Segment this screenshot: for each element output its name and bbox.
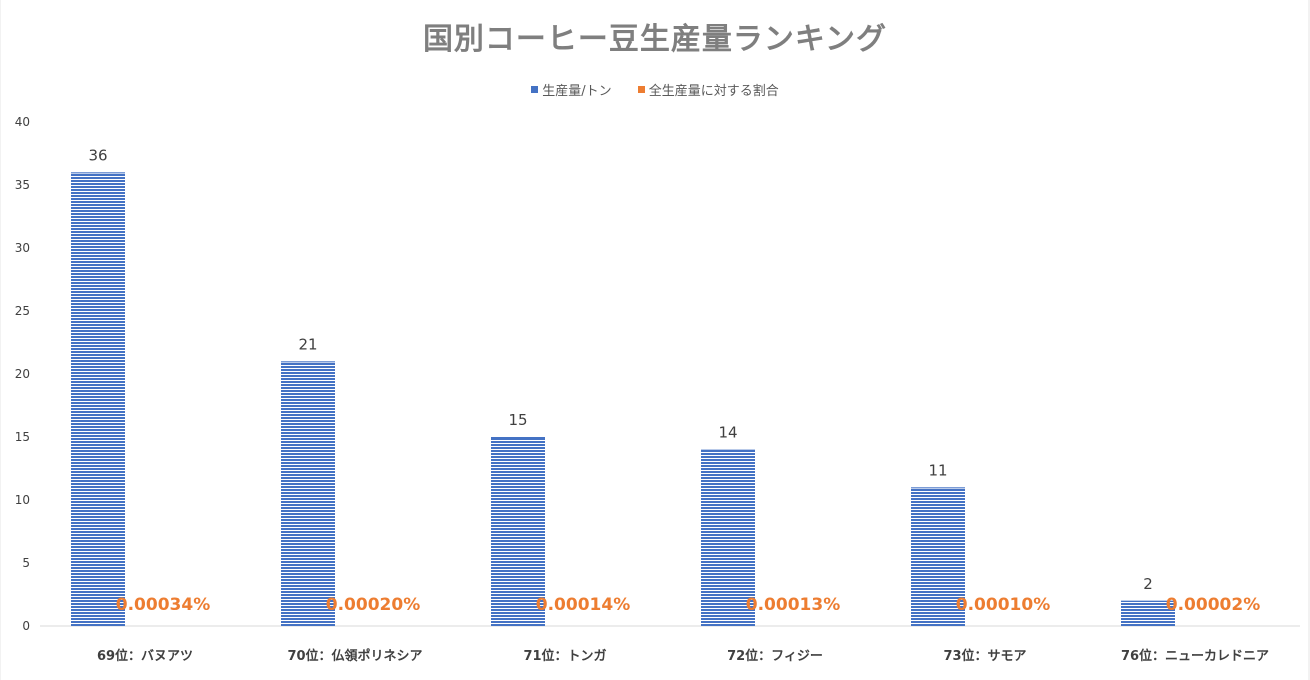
data-label-production: 15: [508, 411, 527, 429]
y-tick-label: 5: [22, 556, 30, 570]
data-label-production: 21: [298, 335, 317, 353]
bar-production: [701, 449, 755, 626]
legend-label-production: 生産量/トン: [542, 84, 612, 99]
y-tick-label: 10: [15, 493, 30, 507]
y-tick-label: 30: [15, 241, 30, 255]
data-label-share: 0.00010%: [956, 595, 1050, 615]
data-label-share: 0.00014%: [536, 595, 630, 615]
legend-swatch-production: [531, 86, 539, 93]
x-tick-label: 71位：トンガ: [523, 648, 606, 664]
legend-label-share: 全生産量に対する割合: [648, 84, 779, 99]
x-tick-label: 76位：ニューカレドニア: [1121, 648, 1269, 664]
y-tick-label: 25: [15, 304, 30, 318]
legend: 生産量/トン 全生産量に対する割合: [0, 80, 1310, 99]
y-tick-label: 15: [15, 430, 30, 444]
chart-title: 国別コーヒー豆生産量ランキング: [422, 22, 888, 57]
data-label-share: 0.00002%: [1166, 595, 1260, 615]
bar-production: [1121, 600, 1175, 626]
data-label-share: 0.00020%: [326, 595, 420, 615]
bar-production: [491, 437, 545, 626]
bar-production: [71, 172, 125, 626]
x-tick-label: 72位：フィジー: [727, 648, 823, 664]
y-tick-label: 40: [15, 115, 30, 129]
data-label-share: 0.00034%: [116, 595, 210, 615]
bar-production: [911, 487, 965, 626]
data-label-production: 14: [718, 424, 737, 442]
y-tick-label: 0: [22, 619, 30, 633]
y-tick-label: 20: [15, 367, 30, 381]
data-label-production: 2: [1143, 575, 1153, 593]
x-tick-label: 73位：サモア: [943, 648, 1026, 664]
data-label-share: 0.00013%: [746, 595, 840, 615]
x-tick-label: 70位：仏領ポリネシア: [287, 648, 422, 664]
legend-item-production: 生産量/トン: [531, 80, 612, 99]
data-label-production: 36: [88, 146, 107, 164]
legend-swatch-share: [637, 86, 645, 93]
data-label-production: 11: [928, 461, 947, 479]
bar-production: [281, 361, 335, 626]
y-tick-label: 35: [15, 178, 30, 192]
legend-item-share: 全生産量に対する割合: [637, 80, 779, 99]
x-tick-label: 69位：バヌアツ: [97, 648, 193, 664]
